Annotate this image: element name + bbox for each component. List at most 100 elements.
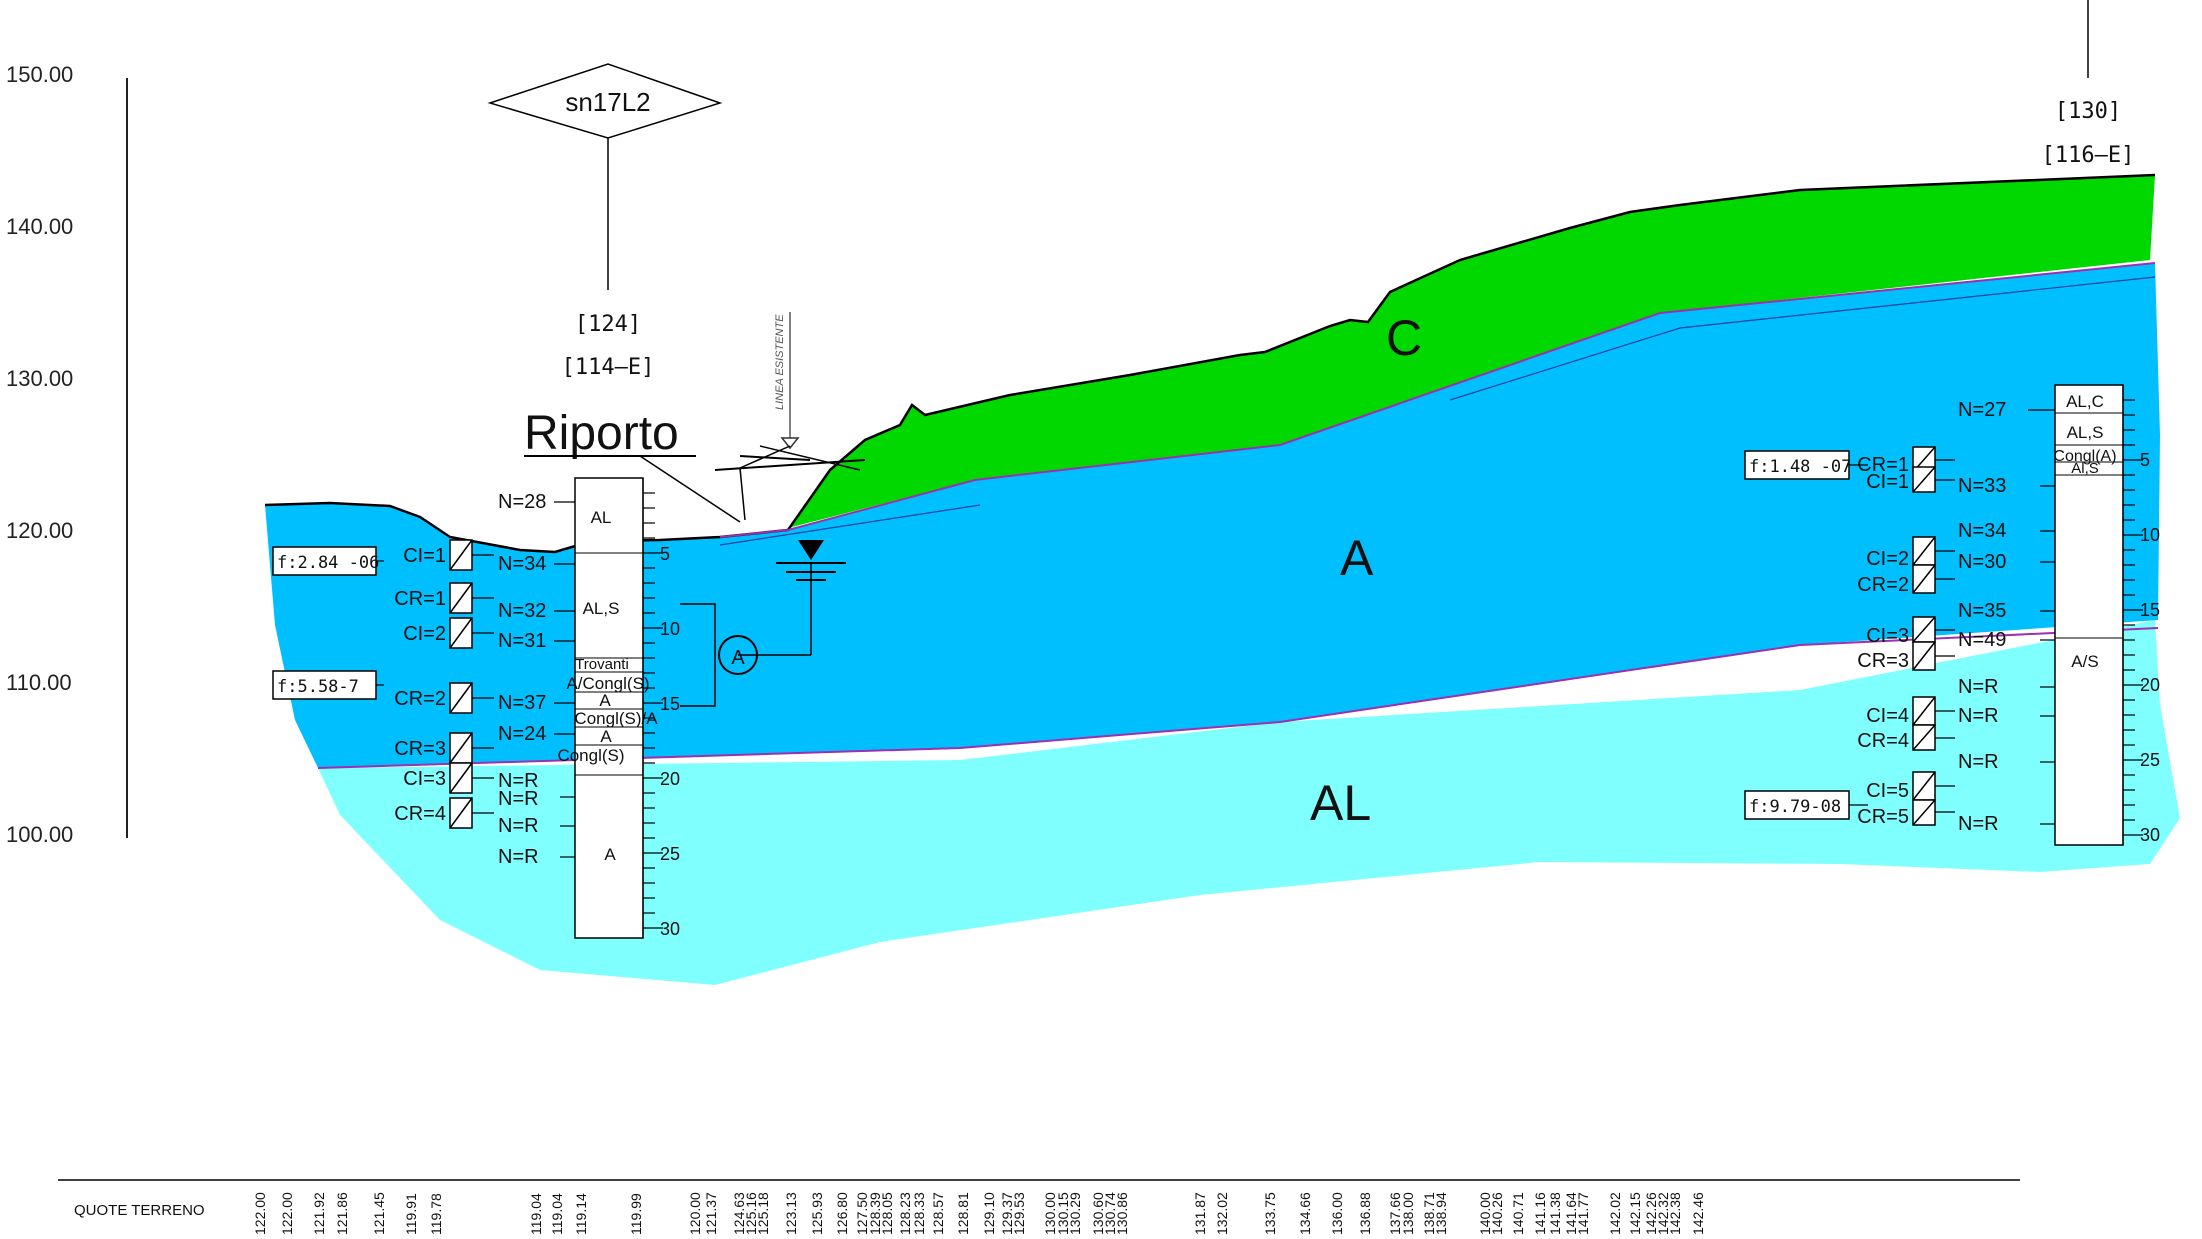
elevation-label: 120.00 [6, 518, 73, 543]
sample-label: CI=1 [1866, 471, 1909, 493]
depth-tick-label: 25 [660, 844, 680, 864]
riporto-label: Riporto [524, 407, 679, 460]
ground-elevation-value: 140.00 [1477, 1192, 1493, 1235]
ground-elevation-value: 130.60 [1090, 1192, 1106, 1235]
spt-value: N=34 [498, 553, 546, 575]
ground-elevation-value: 119.14 [573, 1193, 589, 1235]
ground-elevation-value: 128.81 [955, 1192, 971, 1235]
ground-elevation-value: 119.04 [549, 1193, 565, 1235]
depth-tick-label: 10 [2140, 525, 2160, 545]
ground-elevation-value: 140.71 [1510, 1192, 1526, 1235]
ground-elevation-value: 121.45 [371, 1192, 387, 1235]
spt-value: N=R [1958, 676, 1999, 698]
riporto-leader [639, 455, 741, 523]
zone-al-label: AL [1310, 775, 1371, 831]
spt-value: N=R [498, 788, 539, 810]
stratum-label: AL [591, 508, 612, 527]
depth-tick-label: 10 [660, 619, 680, 639]
stratum-label: Congl(S)/A [574, 709, 658, 728]
stratum-label: A/Congl(S) [566, 674, 649, 693]
spt-value: N=30 [1958, 551, 2006, 573]
permeability-label: f:1.48 -07 [1749, 457, 1851, 477]
ground-elevation-value: 125.18 [755, 1192, 771, 1235]
ground-elevation-value: 129.10 [981, 1192, 997, 1235]
depth-tick-label: 30 [660, 919, 680, 939]
piezometer-label: A [731, 647, 745, 669]
depth-tick-label: 15 [2140, 600, 2160, 620]
ground-table-label: QUOTE TERRENO [74, 1202, 205, 1219]
spt-value: N=34 [1958, 520, 2006, 542]
spt-value: N=R [498, 815, 539, 837]
sample-label: CR=1 [394, 588, 446, 610]
stratum-label: Congl(S) [557, 746, 624, 765]
depth-tick-label: 25 [2140, 750, 2160, 770]
depth-tick-label: 20 [660, 769, 680, 789]
water-table-symbol [738, 540, 846, 656]
stratum-label: A [600, 727, 612, 746]
borehole-right-code2: [116–E] [2042, 143, 2135, 168]
sample-label: CR=5 [1857, 806, 1909, 828]
spt-value: N=37 [498, 692, 546, 714]
spt-value: N=32 [498, 600, 546, 622]
ground-elevation-table: QUOTE TERRENO 122.00 122.00 121.92 121.86 12… [58, 1179, 2020, 1235]
zone-al-layer [318, 620, 2180, 985]
borehole-left: sn17L2 [124] [114–E] AL AL,S Trovanti A/… [272, 63, 723, 939]
depth-tick-label: 20 [2140, 675, 2160, 695]
sample-label: CI=3 [403, 768, 446, 790]
spt-value: N=27 [1958, 399, 2006, 421]
spt-value: N=R [498, 770, 539, 792]
borehole-id-diamond [487, 63, 723, 139]
sample-label: CR=4 [1857, 730, 1909, 752]
zone-c-layer [788, 175, 2155, 528]
depth-tick-label: 30 [2140, 825, 2160, 845]
stratum-label: A [604, 845, 616, 864]
ground-elevation-value: 128.23 [897, 1192, 913, 1235]
ground-elevation-value: 128.57 [930, 1192, 946, 1235]
spt-value: N=R [1958, 813, 1999, 835]
ground-elevation-value: 124.63 [731, 1192, 747, 1235]
ground-elevation-value: 138.71 [1421, 1192, 1437, 1235]
ground-elevation-value: 140.26 [1489, 1192, 1505, 1235]
depth-tick-label: 15 [660, 694, 680, 714]
ground-elevation-value: 129.53 [1011, 1192, 1027, 1235]
ground-elevation-value: 122.00 [279, 1192, 295, 1235]
ground-elevation-value: 127.50 [854, 1192, 870, 1235]
borehole-left-id: sn17L2 [565, 87, 650, 117]
stratum-label: AL,S [583, 599, 620, 618]
existing-line-marker: LINEA ESISTENTE [714, 312, 866, 521]
elevation-label: 100.00 [6, 822, 73, 847]
ground-elevation-value: 119.78 [428, 1193, 444, 1235]
spt-value: N=24 [498, 723, 546, 745]
zone-a-label: A [1340, 530, 1374, 586]
ground-elevation-value: 136.00 [1329, 1192, 1345, 1235]
stratum-label: A [599, 691, 611, 710]
spt-value: N=R [1958, 705, 1999, 727]
spt-value: N=R [1958, 751, 1999, 773]
ground-elevation-value: 142.15 [1627, 1192, 1643, 1235]
ground-elevation-value: 130.29 [1067, 1192, 1083, 1235]
ground-elevation-value: 119.99 [628, 1193, 644, 1235]
depth-scale-left [642, 478, 663, 938]
elevation-axis: 150.00 140.00 130.00 120.00 110.00 100.0… [6, 62, 128, 847]
sample-label: CI=2 [403, 623, 446, 645]
ground-elevation-value: 130.15 [1055, 1192, 1071, 1235]
sample-label: CR=3 [1857, 650, 1909, 672]
ground-elevation-value: 133.75 [1262, 1192, 1278, 1235]
ground-elevation-value: 119.91 [403, 1193, 419, 1235]
stratum-label: Al,S [2071, 460, 2099, 477]
geological-layers [264, 173, 2180, 985]
ground-elevation-value: 128.33 [911, 1192, 927, 1235]
ground-values: 122.00 122.00 121.92 121.86 121.45 119.91 119.… [252, 1192, 1706, 1235]
stratum-label: AL,S [2067, 423, 2104, 442]
ground-elevation-value: 119.04 [528, 1193, 544, 1235]
spt-value: N=31 [498, 630, 546, 652]
sample-label: CR=4 [394, 803, 446, 825]
sample-label: CI=3 [1866, 625, 1909, 647]
ground-elevation-value: 141.38 [1547, 1192, 1563, 1235]
permeability-label: f:5.58-7 [277, 677, 359, 697]
elevation-label: 150.00 [6, 62, 73, 87]
ground-elevation-value: 137.66 [1387, 1192, 1403, 1235]
sample-label: CR=2 [394, 688, 446, 710]
elevation-label: 130.00 [6, 366, 73, 391]
